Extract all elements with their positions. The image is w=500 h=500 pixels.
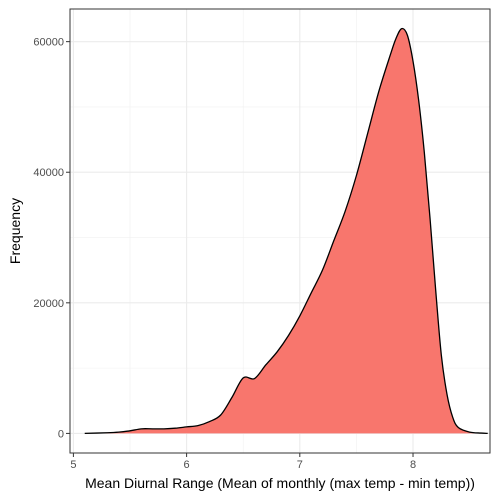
y-tick-label: 40000 — [33, 167, 64, 179]
y-tick-label: 0 — [58, 428, 64, 440]
y-axis-ticks: 0 20000 40000 60000 — [33, 37, 70, 440]
x-tick-label: 8 — [410, 459, 416, 471]
y-tick-label: 20000 — [33, 298, 64, 310]
x-axis-title: Mean Diurnal Range (Mean of monthly (max… — [85, 475, 475, 491]
density-area — [84, 28, 488, 434]
y-axis-title: Frequency — [7, 198, 23, 264]
x-axis-ticks: 5 6 7 8 — [70, 453, 416, 471]
plot-panel-border — [69, 8, 491, 454]
density-curve — [84, 27, 488, 435]
x-tick-label: 5 — [70, 459, 76, 471]
x-tick-label: 6 — [184, 459, 190, 471]
x-tick-label: 7 — [297, 459, 303, 471]
y-tick-label: 60000 — [33, 37, 64, 49]
